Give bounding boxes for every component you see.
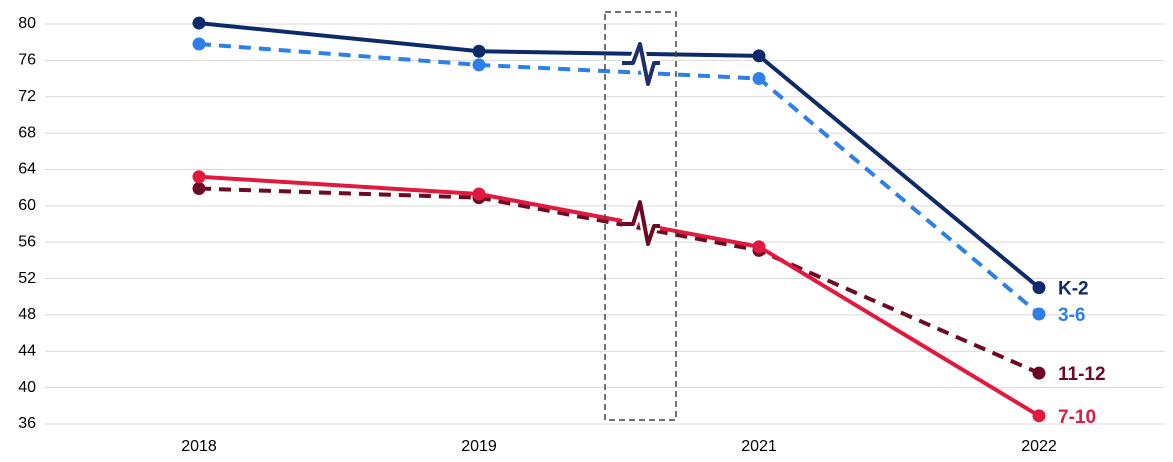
break-zigzag	[622, 200, 660, 246]
data-point	[752, 49, 766, 63]
y-tick-label: 60	[18, 197, 36, 214]
x-tick-label: 2018	[181, 438, 217, 455]
x-tick-label: 2022	[1021, 438, 1057, 455]
series-line	[198, 174, 1041, 418]
series-label: K-2	[1058, 279, 1089, 300]
data-point	[472, 44, 486, 58]
data-point	[192, 37, 206, 51]
data-point	[752, 72, 766, 86]
series-label: 7-10	[1058, 407, 1096, 428]
y-tick-label: 72	[18, 88, 36, 105]
y-tick-label: 56	[18, 233, 36, 250]
y-tick-label: 48	[18, 306, 36, 323]
series-label: 3-6	[1058, 305, 1085, 326]
series-line	[198, 186, 1040, 375]
y-tick-label: 76	[18, 52, 36, 69]
y-tick-label: 44	[18, 342, 36, 359]
data-point	[1032, 409, 1046, 423]
axis-break	[604, 11, 677, 421]
labels: K-2 3-6 11-12 7-10	[1058, 279, 1106, 428]
data-point	[472, 187, 486, 201]
y-tick-label: 52	[18, 270, 36, 287]
data-point	[1032, 366, 1046, 380]
series-label: 11-12	[1058, 364, 1106, 385]
y-tick-label: 68	[18, 124, 36, 141]
data-point	[1032, 307, 1046, 321]
marks	[192, 16, 1046, 423]
y-tick-label: 80	[18, 15, 36, 32]
data-point	[1032, 281, 1046, 295]
y-tick-label: 36	[18, 415, 36, 432]
x-tick-label: 2021	[741, 438, 777, 455]
break-zigzag	[622, 42, 660, 86]
data-point	[192, 182, 206, 196]
data-point	[472, 58, 486, 72]
series-line	[198, 42, 1041, 316]
data-point	[192, 170, 206, 184]
series-line	[198, 21, 1041, 290]
x-tick-label: 2019	[461, 438, 497, 455]
data-point	[192, 16, 206, 30]
y-tick-label: 64	[18, 161, 36, 178]
y-tick-label: 40	[18, 379, 36, 396]
break-box	[604, 11, 677, 421]
data-point	[752, 240, 766, 254]
